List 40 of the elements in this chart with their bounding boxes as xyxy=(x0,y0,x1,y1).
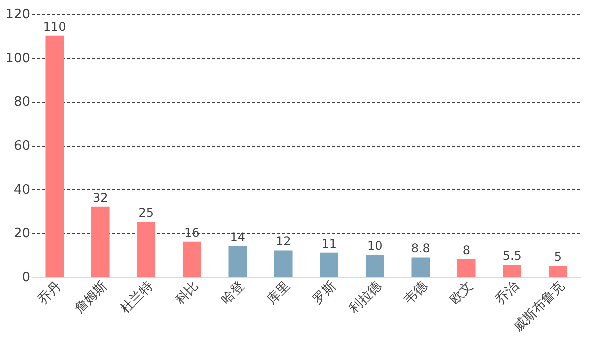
data-label: 8.8 xyxy=(411,242,430,256)
y-tick-label: 60 xyxy=(14,139,30,154)
bar xyxy=(503,264,522,277)
data-label: 10 xyxy=(367,239,383,254)
data-label: 110 xyxy=(43,20,66,34)
x-tick-label: 韦德 xyxy=(402,278,431,308)
bar xyxy=(457,259,476,277)
x-tick-label: 詹姆斯 xyxy=(72,278,111,317)
bar xyxy=(548,266,568,277)
x-tick-label: 乔治 xyxy=(493,278,522,308)
x-tick-label: 罗斯 xyxy=(310,278,340,308)
y-tick-label: 120 xyxy=(6,8,30,22)
data-label: 25 xyxy=(138,206,154,220)
y-tick-label: 20 xyxy=(14,226,30,242)
bar xyxy=(366,255,384,277)
bar xyxy=(137,222,156,277)
x-tick-label: 科比 xyxy=(173,278,202,308)
x-tick-label: 乔丹 xyxy=(36,278,65,308)
bar xyxy=(412,258,430,277)
y-tick-label: 40 xyxy=(14,182,30,198)
x-tick-label: 杜兰特 xyxy=(118,278,156,317)
bar xyxy=(46,36,64,277)
y-tick-label: 0 xyxy=(22,270,30,286)
x-tick-label: 哈登 xyxy=(218,278,248,308)
bar xyxy=(182,242,202,277)
data-label: 5.5 xyxy=(502,248,522,263)
data-label: 11 xyxy=(322,236,338,251)
x-tick-label: 欧文 xyxy=(448,278,477,308)
data-label: 8 xyxy=(462,243,470,258)
y-tick-label: 80 xyxy=(14,95,30,110)
data-label: 12 xyxy=(276,234,292,249)
data-label: 32 xyxy=(92,190,108,205)
bar xyxy=(228,246,248,277)
y-tick-label: 100 xyxy=(6,51,30,66)
data-label: 5 xyxy=(554,250,562,264)
x-tick-label: 库里 xyxy=(264,278,294,308)
bar xyxy=(274,250,293,277)
x-tick-label: 利拉德 xyxy=(346,278,386,317)
bar xyxy=(320,252,339,277)
bar xyxy=(91,206,110,277)
